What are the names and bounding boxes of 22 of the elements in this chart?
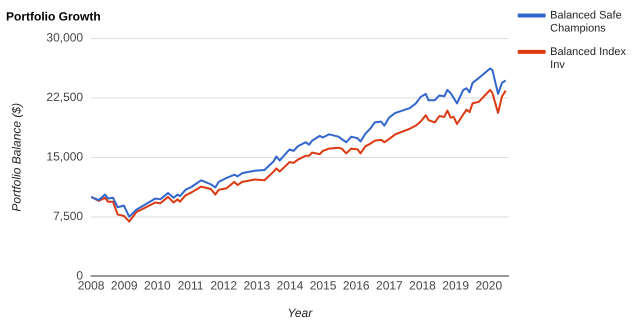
x-tick-label: 2016 <box>342 278 370 293</box>
x-tick-label: 2020 <box>475 278 502 293</box>
x-tick-label: 2019 <box>442 278 470 293</box>
x-tick-label: 2014 <box>276 278 304 293</box>
x-tick-label: 2011 <box>178 278 204 293</box>
x-tick-label: 2010 <box>144 278 172 293</box>
legend-label: Balanced Index Inv <box>550 46 626 72</box>
y-tick-label: 7,500 <box>53 209 84 224</box>
x-tick-label: 2009 <box>110 278 138 293</box>
x-tick-label: 2017 <box>376 278 404 293</box>
y-tick-label: 15,000 <box>46 150 84 164</box>
chart-title: Portfolio Growth <box>6 10 101 24</box>
y-axis-title: Portfolio Balance ($) <box>10 102 24 212</box>
x-tick-label: 2008 <box>78 278 105 293</box>
y-tick-label: 30,000 <box>46 30 84 45</box>
x-tick-label: 2015 <box>310 278 337 293</box>
x-tick-label: 2013 <box>243 278 270 293</box>
x-tick-label: 2012 <box>210 278 238 293</box>
x-axis-title: Year <box>288 306 314 320</box>
legend-label: Balanced Safe Champions <box>550 10 622 35</box>
y-tick-label: 22,500 <box>46 90 84 104</box>
x-tick-label: 2018 <box>409 278 436 293</box>
